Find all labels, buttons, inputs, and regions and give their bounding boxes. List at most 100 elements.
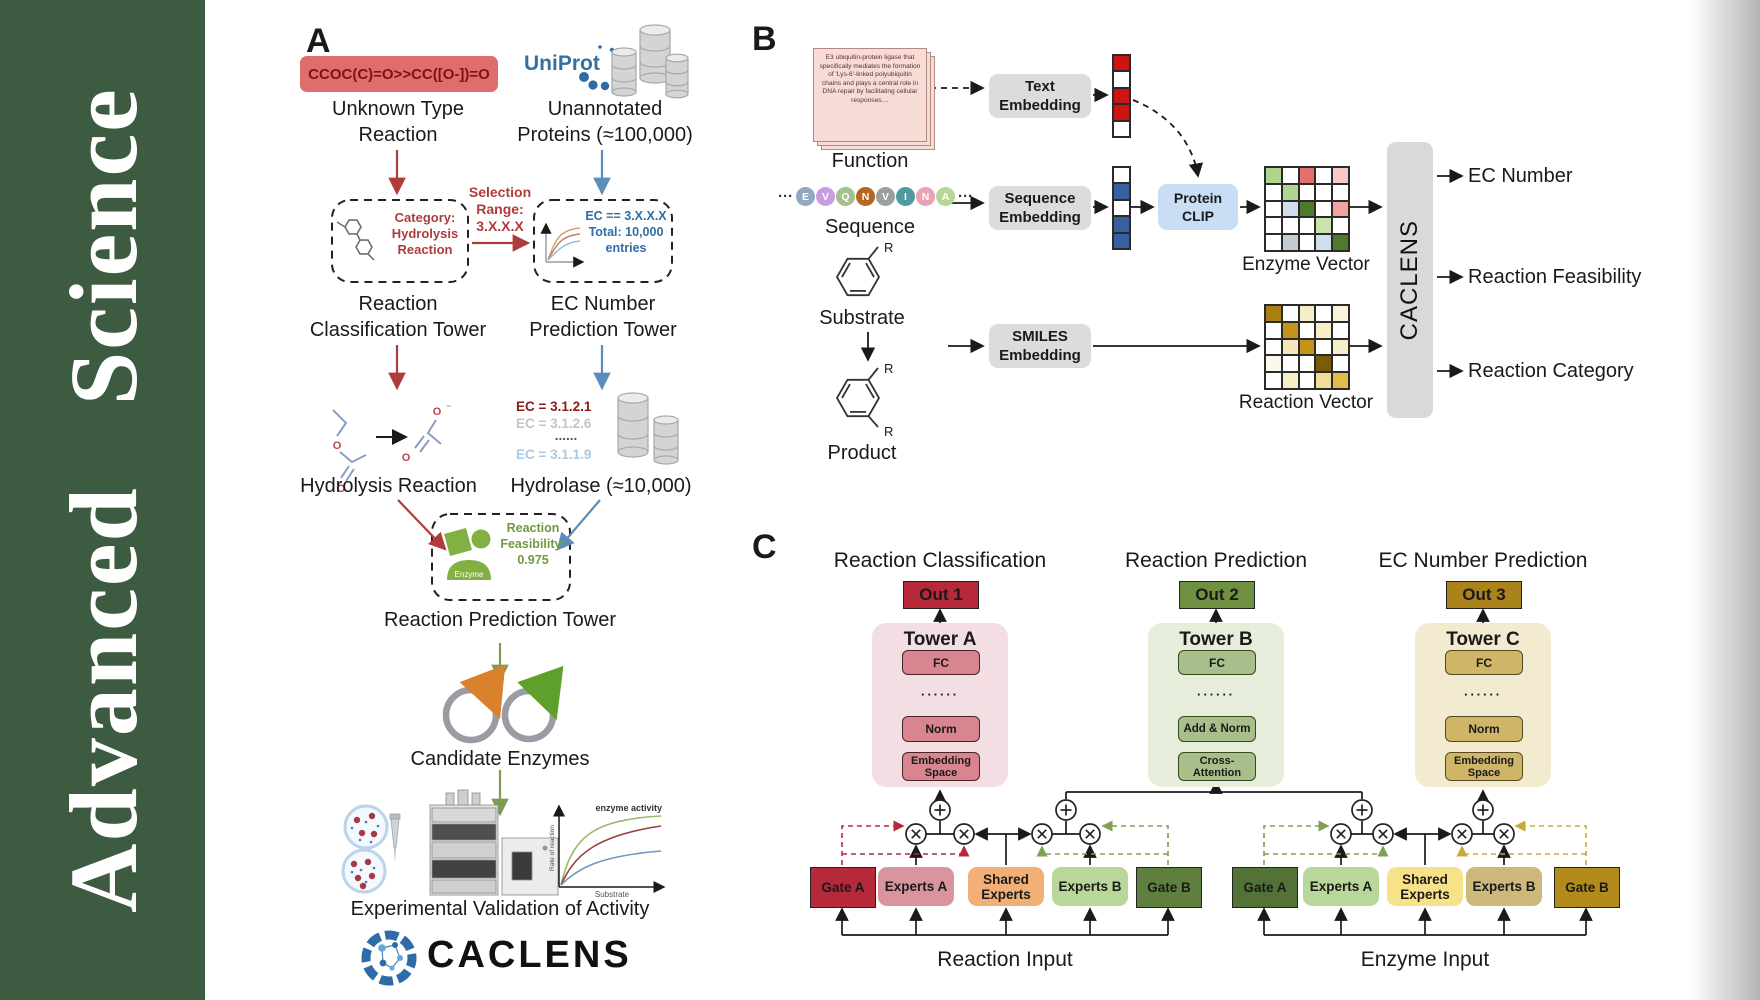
molecule-icon bbox=[336, 219, 375, 261]
enzyme-input-label: Enzyme Input bbox=[1360, 948, 1490, 971]
reaction-input-label: Reaction Input bbox=[937, 948, 1073, 971]
product-r2: R bbox=[884, 424, 893, 439]
title-reaction-prediction: Reaction Prediction bbox=[1124, 549, 1308, 572]
ec-result-3: EC = 3.1.1.9 bbox=[516, 447, 592, 462]
sequence-embedding-vector bbox=[1112, 166, 1131, 250]
smiles-reaction-box: CCOC(C)=O>>CC([O-])=O bbox=[300, 56, 498, 92]
out3-box: Out 3 bbox=[1446, 581, 1522, 609]
residue-chip: N bbox=[856, 187, 875, 206]
mini-plot-icon bbox=[540, 222, 585, 268]
title-reaction-classification: Reaction Classification bbox=[833, 549, 1047, 572]
ec-selection-label: EC == 3.X.X.X Total: 10,000 entries bbox=[585, 209, 667, 255]
journal-sidebar: Advanced Science bbox=[0, 0, 205, 1000]
experimental-validation-label: Experimental Validation of Activity bbox=[350, 898, 650, 920]
reaction-shared-experts: Shared Experts bbox=[968, 867, 1044, 906]
caclens-logo-icon bbox=[361, 930, 417, 986]
output-ec-number: EC Number bbox=[1468, 165, 1573, 187]
reaction-gate-b: Gate B bbox=[1136, 867, 1202, 908]
tower-b-add-norm: Add & Norm bbox=[1178, 716, 1256, 742]
tower-b-dots: ······ bbox=[1197, 687, 1235, 702]
residue-chip: Q bbox=[836, 187, 855, 206]
caclens-model-bar: CACLENS bbox=[1387, 142, 1433, 418]
enzyme-icon-label: Enzyme bbox=[455, 570, 484, 579]
panel-b-label: B bbox=[752, 20, 777, 58]
product-molecule bbox=[835, 367, 881, 428]
tower-a-norm: Norm bbox=[902, 716, 980, 742]
tower-c-norm: Norm bbox=[1445, 716, 1523, 742]
caclens-wordmark: CACLENS bbox=[427, 934, 632, 976]
cell-sample-icons bbox=[341, 804, 401, 894]
ec-result-dots: ...... bbox=[554, 428, 578, 443]
ec-result-2: EC = 3.1.2.6 bbox=[516, 416, 592, 431]
substrate-r: R bbox=[884, 240, 893, 255]
tower-b-fc: FC bbox=[1178, 650, 1256, 675]
enzyme-gate-a: Gate A bbox=[1232, 867, 1298, 908]
reaction-experts-a: Experts A bbox=[878, 867, 954, 906]
charge-label: − bbox=[446, 401, 451, 411]
selection-range-label: Selection Range: 3.X.X.X bbox=[468, 184, 532, 234]
reaction-prediction-tower-label: Reaction Prediction Tower bbox=[384, 609, 616, 631]
unknown-reaction-label: Unknown Type Reaction bbox=[332, 98, 464, 146]
tower-b-title: Tower B bbox=[1179, 629, 1253, 650]
text-embedding-box: Text Embedding bbox=[989, 74, 1091, 118]
reaction-classification-tower-label: Reaction Classification Tower bbox=[309, 293, 487, 341]
svg-text:O: O bbox=[337, 483, 346, 495]
enzyme-vector-label: Enzyme Vector bbox=[1242, 254, 1370, 275]
smiles-embedding-box: SMILES Embedding bbox=[989, 324, 1091, 368]
uniprot-logo-text: UniProt bbox=[524, 52, 600, 75]
page-edge-shading bbox=[1690, 0, 1760, 1000]
protein-clip-box: Protein CLIP bbox=[1158, 184, 1238, 230]
multiply-nodes bbox=[905, 823, 1515, 845]
hydrolase-label: Hydrolase (≈10,000) bbox=[510, 475, 692, 497]
reaction-vector-label: Reaction Vector bbox=[1238, 392, 1374, 413]
panel-a-label: A bbox=[306, 22, 331, 60]
tower-c-title: Tower C bbox=[1446, 629, 1520, 650]
ec-result-1: EC = 3.1.2.1 bbox=[516, 399, 592, 414]
hplc-instrument-icon bbox=[429, 789, 559, 896]
arrow-hydrolysis-to-feasibility bbox=[397, 499, 447, 551]
residue-chip: A bbox=[936, 187, 955, 206]
function-label: Function bbox=[831, 150, 909, 172]
title-ec-number-prediction: EC Number Prediction bbox=[1378, 549, 1588, 572]
enzyme-vector-grid bbox=[1264, 166, 1350, 252]
enzyme-shared-experts: Shared Experts bbox=[1387, 867, 1463, 906]
reaction-gate-a: Gate A bbox=[810, 867, 876, 908]
plasmid-icons bbox=[442, 664, 564, 744]
moe-solid-lines bbox=[835, 780, 1593, 936]
graph-xlabel: Substrate bbox=[595, 890, 630, 899]
hydrolysis-reaction-label: Hydrolysis Reaction bbox=[300, 475, 477, 497]
tower-c-dots: ······ bbox=[1464, 687, 1502, 702]
residue-chip: I bbox=[896, 187, 915, 206]
sum-nodes bbox=[929, 799, 1494, 821]
tower-b-cross-attention: Cross- Attention bbox=[1178, 752, 1256, 781]
function-card: E3 ubiquitin-protein ligase that specifi… bbox=[813, 48, 927, 142]
output-reaction-feasibility: Reaction Feasibility bbox=[1468, 266, 1642, 288]
product-label: Product bbox=[827, 442, 897, 464]
caclens-bar-label: CACLENS bbox=[1396, 219, 1423, 341]
database-icon bbox=[611, 24, 689, 99]
svg-text:O: O bbox=[433, 406, 442, 418]
candidate-enzymes-label: Candidate Enzymes bbox=[410, 748, 590, 770]
text-embedding-vector bbox=[1112, 54, 1131, 138]
product-r1: R bbox=[884, 361, 893, 376]
residue-chip: V bbox=[816, 187, 835, 206]
svg-text:O: O bbox=[333, 440, 342, 452]
enzyme-experts-a: Experts A bbox=[1303, 867, 1379, 906]
substrate-molecule bbox=[835, 246, 881, 297]
ec-prediction-tower-label: EC Number Prediction Tower bbox=[529, 293, 677, 341]
arrow-textvec-to-clip bbox=[1132, 99, 1204, 178]
tower-c-embedding: Embedding Space bbox=[1445, 752, 1523, 781]
output-reaction-category: Reaction Category bbox=[1468, 360, 1634, 382]
database-icon-hydrolase bbox=[617, 392, 679, 465]
sequence-dots-left: ··· bbox=[778, 188, 793, 205]
graph-ylabel: Rate of reaction bbox=[549, 825, 556, 871]
category-label: Category: Hydrolysis Reaction bbox=[391, 210, 459, 257]
svg-text:O: O bbox=[402, 452, 411, 464]
tower-a-fc: FC bbox=[902, 650, 980, 675]
classification-dashed-box bbox=[331, 199, 469, 283]
out1-box: Out 1 bbox=[903, 581, 979, 609]
tower-a-dots: ······ bbox=[921, 687, 959, 702]
